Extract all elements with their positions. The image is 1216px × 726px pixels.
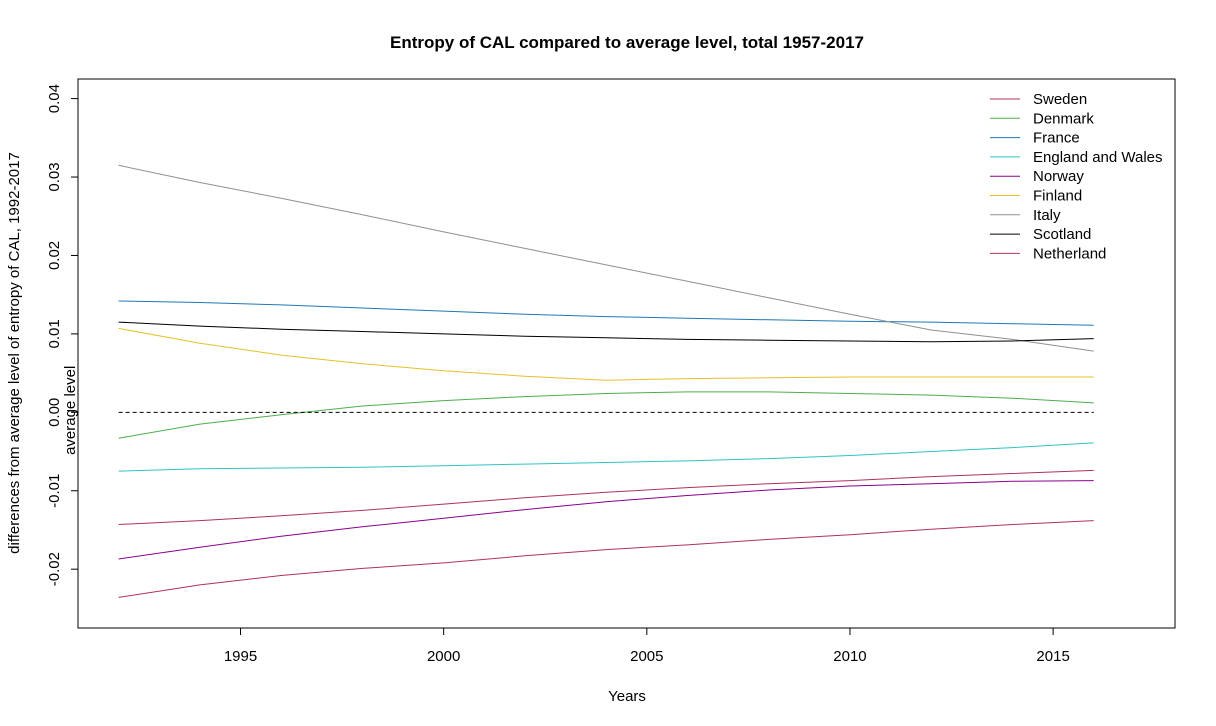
series-line-finland bbox=[118, 327, 1094, 381]
x-tick-label-2015: 2015 bbox=[1036, 648, 1069, 665]
legend-label-england-and-wales: England and Wales bbox=[1033, 149, 1163, 166]
chart-title: Entropy of CAL compared to average level… bbox=[390, 33, 864, 52]
series-line-england-and-wales bbox=[118, 442, 1094, 472]
series-line-france bbox=[118, 300, 1094, 326]
y-tick-label-0.02: 0.02 bbox=[46, 241, 63, 270]
legend: Sweden Denmark France England and Wales Norw… bbox=[990, 91, 1163, 262]
legend-label-italy: Italy bbox=[1033, 207, 1061, 224]
x-tick-label-2000: 2000 bbox=[427, 648, 460, 665]
legend-label-france: France bbox=[1033, 130, 1080, 147]
legend-label-netherland: Netherland bbox=[1033, 245, 1106, 262]
series-line-norway bbox=[118, 480, 1094, 560]
series-line-netherland bbox=[118, 520, 1094, 598]
y-tick-label-0.00: 0.00 bbox=[46, 398, 63, 427]
legend-label-scotland: Scotland bbox=[1033, 226, 1091, 243]
series-line-italy bbox=[118, 164, 1094, 352]
series-line-denmark bbox=[118, 391, 1094, 439]
x-tick-label-2005: 2005 bbox=[630, 648, 663, 665]
x-axis-label: Years bbox=[608, 688, 646, 705]
y-tick-label--0.01: -0.01 bbox=[46, 474, 63, 508]
average-level-label: average level bbox=[62, 366, 79, 455]
y-tick-label--0.02: -0.02 bbox=[46, 552, 63, 586]
x-tick-label-2010: 2010 bbox=[833, 648, 866, 665]
x-axis: 1995 2000 2005 2010 2015 bbox=[224, 628, 1070, 665]
y-tick-label-0.01: 0.01 bbox=[46, 319, 63, 348]
legend-label-sweden: Sweden bbox=[1033, 91, 1087, 108]
y-tick-label-0.04: 0.04 bbox=[46, 84, 63, 113]
plot-frame bbox=[77, 78, 1176, 629]
legend-label-finland: Finland bbox=[1033, 188, 1082, 205]
legend-label-denmark: Denmark bbox=[1033, 110, 1094, 127]
legend-label-norway: Norway bbox=[1033, 168, 1084, 185]
y-axis-label: differences from average level of entrop… bbox=[6, 152, 23, 554]
x-tick-label-1995: 1995 bbox=[224, 648, 257, 665]
series-group bbox=[118, 164, 1094, 598]
series-line-sweden bbox=[118, 469, 1094, 525]
reference-group: average level bbox=[62, 366, 1094, 455]
y-tick-label-0.03: 0.03 bbox=[46, 162, 63, 191]
y-axis: -0.02 -0.01 0.00 0.01 0.02 0.03 0.04 bbox=[46, 84, 78, 586]
series-line-scotland bbox=[118, 321, 1094, 343]
